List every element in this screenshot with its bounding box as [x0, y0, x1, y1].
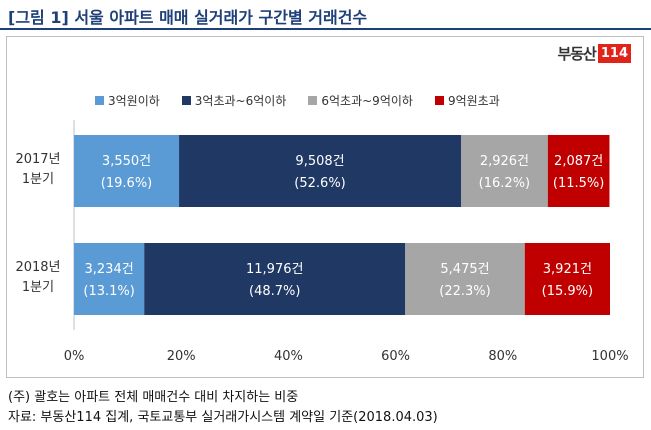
legend-swatch — [308, 96, 318, 105]
bar-segment — [179, 135, 461, 207]
bar-count-label: 3,234건 — [85, 262, 134, 277]
bar-count-label: 11,976건 — [246, 262, 303, 277]
category-label: 2017년 1분기 — [15, 152, 60, 187]
bar-segment — [460, 135, 548, 207]
bar-segment — [74, 243, 145, 315]
chart-frame — [6, 36, 644, 378]
legend-label: 3억초과~6억이하 — [194, 94, 287, 108]
x-tick-label: 100% — [591, 349, 628, 364]
bar-percent-label: (48.7%) — [249, 284, 300, 299]
page-title: [그림 1] 서울 아파트 매매 실거래가 구간별 거래건수 — [8, 8, 368, 27]
bar-count-label: 5,475건 — [440, 262, 489, 277]
x-tick-label: 60% — [381, 349, 410, 364]
bar-percent-label: (15.9%) — [542, 284, 593, 299]
bar-segment — [405, 243, 525, 315]
bar-percent-label: (19.6%) — [101, 176, 152, 191]
title-rule — [0, 28, 651, 30]
chart-legend: 3억원이하 3억초과~6억이하 6억초과~9억이하 9억원초과 — [95, 92, 522, 109]
category-label: 2018년 1분기 — [15, 260, 60, 295]
footnote-source: 자료: 부동산114 집계, 국토교통부 실거래가시스템 계약일 기준(2018… — [8, 410, 438, 425]
logo-text: 부동산 — [557, 44, 596, 63]
footnote-note: (주) 괄호는 아파트 전체 매매건수 대비 차지하는 비중 — [8, 390, 299, 405]
legend-item: 3억원이하 — [95, 92, 160, 109]
x-tick-label: 20% — [167, 349, 196, 364]
legend-swatch — [95, 96, 104, 105]
bar-segment — [524, 243, 610, 315]
bar-count-label: 2,926건 — [480, 154, 529, 169]
bar-segment — [547, 135, 610, 207]
bar-count-label: 9,508건 — [295, 154, 344, 169]
legend-label: 3억원이하 — [108, 94, 160, 108]
x-tick-label: 80% — [488, 349, 517, 364]
legend-swatch — [434, 96, 444, 105]
bar-count-label: 3,550건 — [102, 154, 151, 169]
legend-item: 9억원초과 — [434, 92, 500, 109]
legend-item: 6억초과~9억이하 — [308, 92, 413, 109]
bar-percent-label: (52.6%) — [294, 176, 345, 191]
bar-percent-label: (16.2%) — [479, 176, 530, 191]
bar-segment — [144, 243, 406, 315]
legend-label: 6억초과~9억이하 — [321, 94, 413, 108]
legend-label: 9억원초과 — [447, 94, 500, 108]
logo-box: 114 — [597, 43, 631, 63]
bar-percent-label: (11.5%) — [553, 176, 604, 191]
bar-count-label: 3,921건 — [543, 262, 592, 277]
bar-count-label: 2,087건 — [554, 154, 603, 169]
bar-segment — [74, 135, 180, 207]
x-tick-label: 40% — [274, 349, 303, 364]
logo: 부동산 114 — [557, 42, 631, 64]
x-tick-label: 0% — [64, 349, 85, 364]
legend-item: 3억초과~6억이하 — [181, 92, 287, 109]
legend-swatch — [181, 96, 191, 105]
bar-percent-label: (22.3%) — [439, 284, 490, 299]
bar-percent-label: (13.1%) — [83, 284, 134, 299]
